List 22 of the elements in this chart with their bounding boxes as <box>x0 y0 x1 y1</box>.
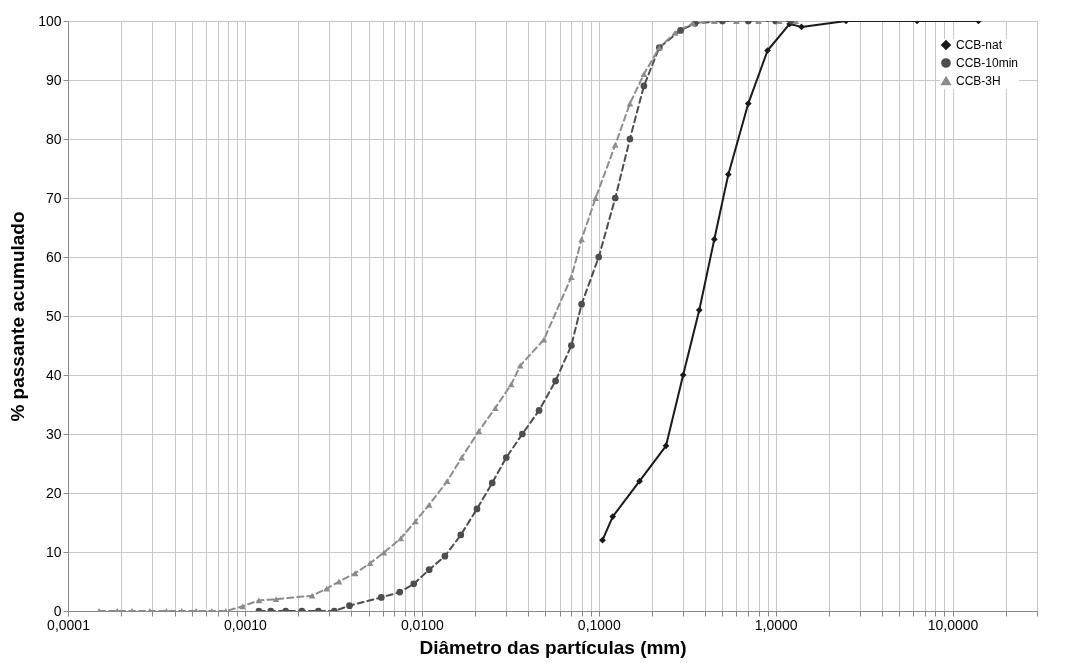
y-tick-label: 100 <box>38 12 62 29</box>
y-tick-label: 50 <box>45 307 62 324</box>
legend-label: CCB-10min <box>956 56 1019 70</box>
legend-label: CCB-3H <box>956 74 1001 88</box>
y-tick-label: 30 <box>45 425 62 442</box>
y-tick-label: 90 <box>45 71 62 88</box>
y-tick-label: 60 <box>45 248 62 265</box>
y-tick-label: 0 <box>53 602 62 619</box>
y-tick-label: 70 <box>45 189 62 206</box>
x-tick-label: 0,0001 <box>47 616 91 633</box>
x-tick-label: 10,0000 <box>927 616 979 633</box>
y-tick-label: 20 <box>45 484 62 501</box>
x-tick-label: 0,0100 <box>400 616 444 633</box>
y-tick-label: 40 <box>45 366 62 383</box>
x-axis-title: Diâmetro das partículas (mm) <box>419 636 687 658</box>
y-tick-label: 80 <box>45 130 62 147</box>
x-tick-label: 0,1000 <box>577 616 621 633</box>
x-tick-label: 0,0010 <box>224 616 268 633</box>
x-tick-label: 1,0000 <box>754 616 798 633</box>
legend-label: CCB-nat <box>956 38 1003 52</box>
y-tick-label: 10 <box>45 543 62 560</box>
y-axis-title: % passante acumulado <box>7 211 29 422</box>
